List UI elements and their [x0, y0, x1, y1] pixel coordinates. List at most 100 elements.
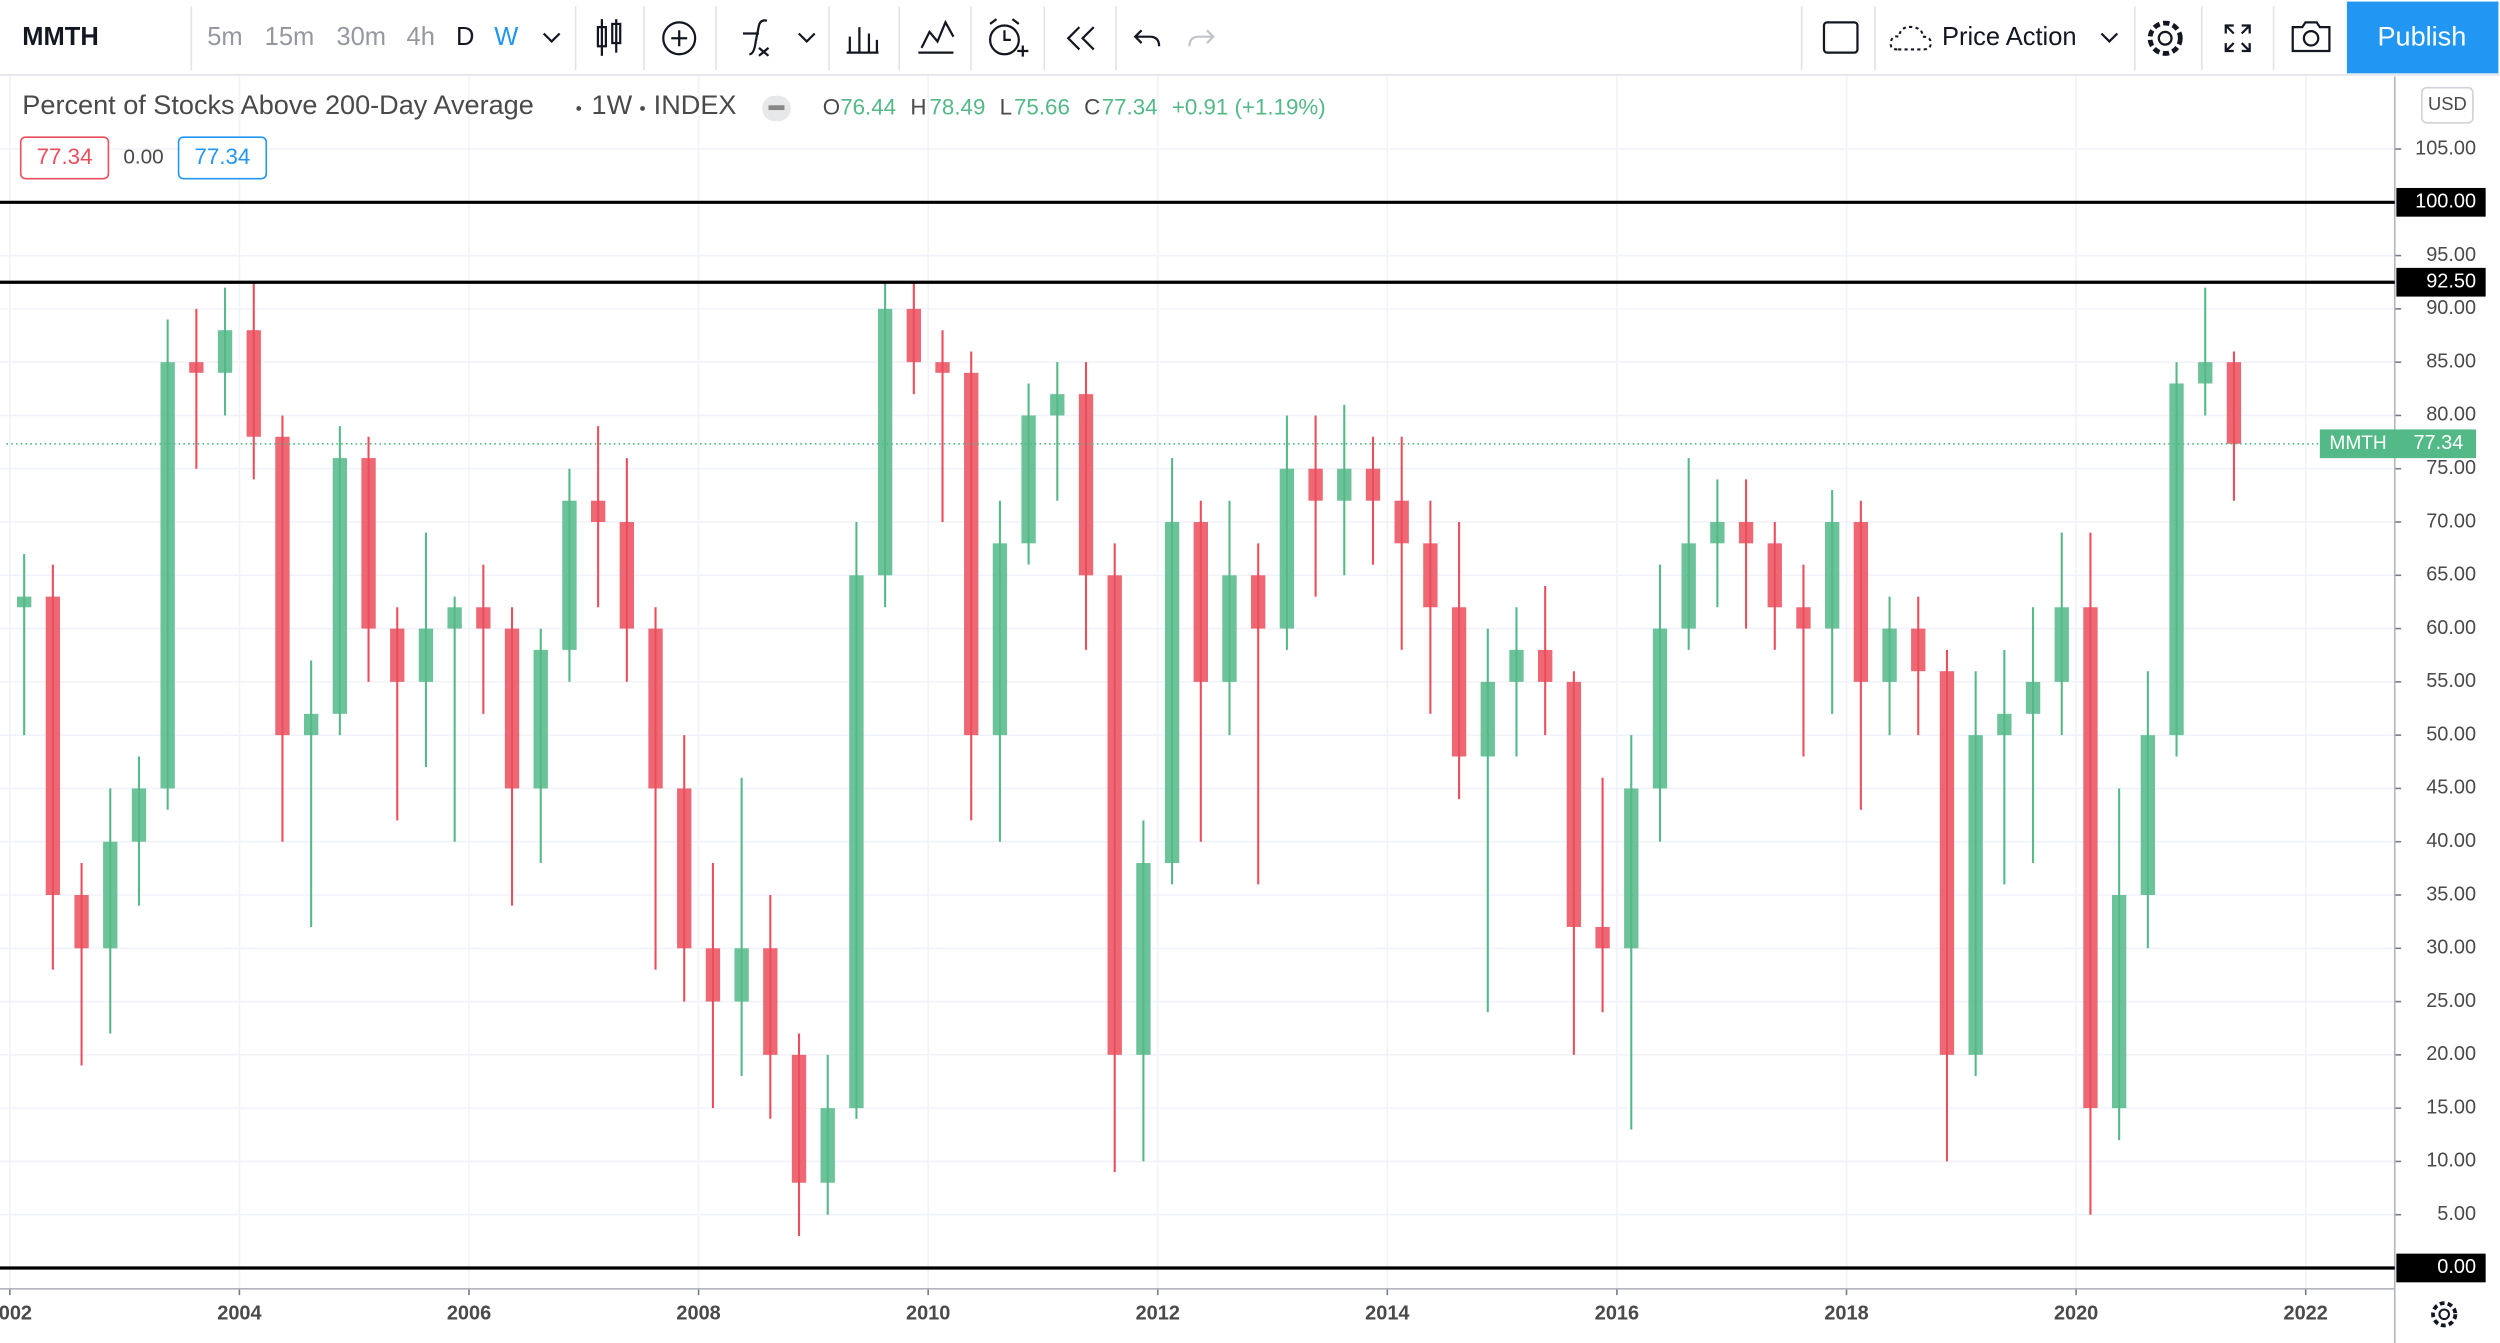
x-tick-label: 2008 — [676, 1303, 720, 1325]
undo-button[interactable] — [1133, 29, 1161, 47]
y-tick-label: 70.00 — [2426, 510, 2476, 532]
currency: USD — [2428, 93, 2467, 114]
snapshot-button[interactable] — [2291, 21, 2331, 53]
publish-label[interactable]: Publish — [2377, 20, 2466, 51]
candle-body — [935, 362, 950, 373]
icon-part — [662, 21, 697, 56]
candle-body — [1652, 628, 1668, 789]
candle-body — [361, 458, 376, 629]
interval[interactable]: 30m — [336, 23, 386, 51]
scale-settings[interactable] — [2431, 1301, 2458, 1328]
candle-body — [533, 649, 548, 789]
ohlc-label: O — [823, 94, 840, 119]
interval[interactable]: 15m — [265, 23, 315, 51]
interval[interactable]: 4h — [407, 23, 435, 51]
candle-body — [877, 308, 893, 576]
chart-style-button[interactable] — [596, 19, 622, 56]
candle-body — [1566, 681, 1582, 927]
candle-body — [447, 607, 462, 629]
layout-name[interactable]: Price Action — [1942, 23, 2077, 51]
candle-body — [791, 1054, 807, 1183]
replay-button[interactable] — [1066, 26, 1095, 51]
indicators-button[interactable] — [742, 19, 816, 57]
x-tick-label: 2012 — [1136, 1303, 1180, 1325]
candle-body — [2083, 607, 2098, 1109]
currency-button[interactable] — [2421, 86, 2474, 124]
x-tick-label: 2010 — [906, 1303, 950, 1325]
templates-button[interactable] — [918, 19, 955, 54]
icon-part — [988, 24, 1020, 56]
candle-body — [849, 575, 864, 1109]
last-price-name: MMTH — [2329, 433, 2386, 454]
symbol[interactable]: MMTH — [22, 23, 98, 51]
redo-button[interactable] — [1188, 29, 1215, 47]
candle-body — [1968, 735, 1983, 1055]
candle-body — [1939, 671, 1955, 1055]
fullscreen-button[interactable] — [2224, 24, 2251, 53]
candle-body — [160, 362, 175, 789]
candle-body — [275, 436, 290, 736]
ohlc-value: 76.44 — [840, 94, 896, 119]
candle-body — [820, 1108, 835, 1183]
interval-active[interactable]: W — [494, 23, 518, 51]
settings-button[interactable] — [2147, 20, 2183, 56]
financials-button[interactable] — [846, 27, 879, 54]
x-tick-label: 2018 — [1824, 1303, 1868, 1325]
icon-part — [671, 30, 688, 47]
y-tick-label: 60.00 — [2426, 617, 2476, 639]
y-tick-label: 15.00 — [2426, 1096, 2476, 1118]
candle-body — [1423, 543, 1438, 608]
candle-body — [2140, 735, 2156, 896]
y-tick-label: 5.00 — [2437, 1203, 2476, 1225]
interval[interactable]: D — [456, 23, 474, 51]
layout-dropdown[interactable] — [2100, 32, 2119, 44]
icon-part — [2147, 20, 2183, 56]
pill-value: 0.00 — [123, 145, 163, 168]
y-tick-label: 45.00 — [2426, 777, 2476, 799]
candle-body — [476, 607, 491, 629]
y-tick-label: 55.00 — [2426, 670, 2476, 692]
pill[interactable] — [177, 136, 268, 180]
candle-body — [1509, 649, 1524, 682]
y-tick-label: 105.00 — [2415, 137, 2476, 159]
pill[interactable] — [19, 136, 110, 180]
ohlc-value: 75.66 — [1014, 94, 1070, 119]
candle-body — [189, 362, 204, 373]
layout-button[interactable] — [1822, 21, 1859, 54]
candle-body — [1824, 522, 1840, 629]
last-price-value: 77.34 — [2413, 432, 2463, 454]
compare-button[interactable] — [662, 21, 697, 56]
x-tick-label: 2016 — [1595, 1303, 1639, 1325]
candle-body — [705, 948, 721, 1002]
interval-dropdown[interactable] — [542, 32, 561, 44]
horizontal-line-label-box — [2396, 1253, 2486, 1283]
icon-part — [797, 32, 816, 44]
candle-body — [1595, 926, 1610, 949]
candle-body — [1538, 649, 1553, 682]
y-tick-label: 25.00 — [2426, 990, 2476, 1012]
y-tick-label: 10.00 — [2426, 1150, 2476, 1172]
alert-button[interactable] — [988, 18, 1029, 57]
candle-body — [2111, 895, 2127, 1109]
separator-dot — [576, 106, 582, 111]
candle-body — [1365, 468, 1381, 501]
candle-body — [418, 628, 434, 682]
toolbar-bg — [0, 0, 2500, 75]
candle-body — [1279, 468, 1295, 629]
icon-part — [2431, 1301, 2458, 1328]
separator-dot — [640, 106, 645, 111]
candle-body — [332, 458, 348, 714]
pill-value: 77.34 — [37, 144, 93, 169]
interval[interactable]: 5m — [207, 23, 242, 51]
candle-body — [1164, 522, 1180, 864]
icon-part — [989, 18, 1029, 57]
candle-body — [964, 372, 979, 736]
candle-body — [1308, 468, 1323, 501]
hide-icon — [768, 105, 785, 111]
y-tick-label: 35.00 — [2426, 883, 2476, 905]
publish-button[interactable] — [2346, 1, 2499, 74]
candle-body — [246, 330, 261, 437]
candle-body — [1767, 543, 1782, 608]
horizontal-line-label-box — [2396, 267, 2486, 297]
